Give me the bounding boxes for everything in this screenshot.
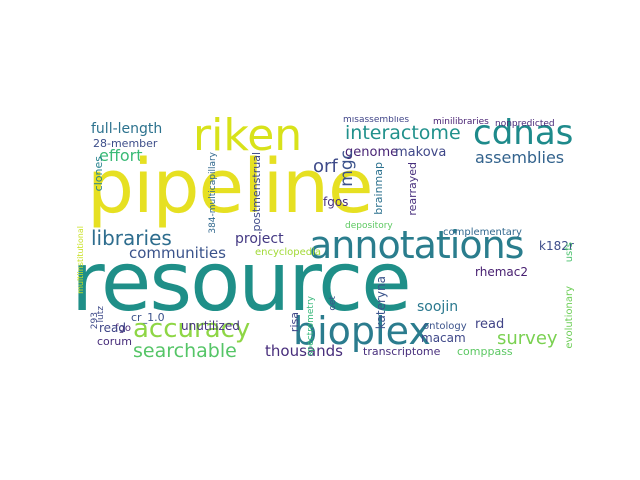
word-corum-visible: corum — [97, 335, 132, 348]
word-full-length: full-length — [91, 121, 163, 137]
word-pipeline: pipeline — [87, 144, 374, 230]
word-resource: resource — [77, 235, 412, 330]
word-genome: genome — [345, 145, 399, 160]
word-effort-h: effort — [99, 146, 143, 165]
word-k182r: k182r — [539, 239, 574, 253]
word-interactome: interactome — [345, 122, 461, 144]
word-rhemac2: rhemac2 — [475, 265, 528, 279]
word-293: 293 — [90, 312, 100, 330]
word-accuracy: accuracy — [133, 314, 251, 344]
word-project: project — [235, 231, 284, 247]
word-mgc-v: mgc — [337, 150, 357, 187]
word-brainmap: brainmap — [372, 162, 385, 215]
word-transcriptome: transcriptome — [363, 345, 441, 358]
word-cdnas: cdnas — [473, 116, 574, 153]
word-misassemblies: misassemblies — [343, 116, 410, 125]
word-database: read — [475, 317, 505, 332]
word-postmenstrual: postmenstrual — [250, 152, 263, 232]
word-multiinstitutional: multiinstitutional — [77, 226, 85, 294]
word-cloud: full-length 28-member effort riken pipel… — [77, 116, 578, 366]
word-usfs: usfs — [564, 242, 575, 263]
word-risa: risa — [288, 312, 301, 333]
word-minilibraries: minilibraries — [433, 117, 489, 127]
word-depository: depository — [345, 221, 393, 231]
word-annotations: annotations — [309, 223, 524, 267]
word-28-member: 28-member — [93, 137, 158, 150]
word-survey: survey — [497, 328, 558, 349]
word-rearrayed: rearrayed — [406, 162, 419, 216]
word-fgo: fgo — [115, 323, 131, 334]
word-kateryna: kateryna — [374, 276, 388, 330]
word-orf: orf — [313, 156, 338, 177]
word-assemblies: assemblies — [475, 148, 565, 167]
word-comppass: comppass — [457, 345, 513, 358]
word-searchable: searchable — [133, 340, 237, 362]
word-read: read — [99, 321, 127, 335]
word-encyclopedia: encyclopedia — [255, 247, 322, 258]
word-evolutionary: evolutionary — [564, 286, 575, 349]
word-complementary: complementary — [443, 227, 522, 238]
word-384-multicapillary: 384-multicapillary — [208, 152, 218, 234]
word-riken: riken — [193, 116, 303, 161]
word-unutilized: unutilized — [181, 319, 240, 333]
word-soojin: soojin — [417, 299, 459, 315]
word-communities: communities — [129, 244, 226, 262]
word-nonpredicted: nonpredicted — [495, 119, 555, 129]
word-oet: oet — [328, 296, 338, 311]
word-fgos: fgos — [323, 195, 349, 209]
word-ontology: ontology — [423, 321, 467, 332]
word-cr_1.0: cr_1.0 — [131, 311, 165, 324]
word-thousands: thousands — [265, 342, 343, 360]
word-spectrometry: spectrometry — [306, 296, 316, 357]
word-makova: makova — [395, 145, 447, 160]
word-clones: clones — [92, 156, 105, 192]
word-macam: macam — [421, 331, 466, 345]
word-bioplex: bioplex — [293, 309, 431, 353]
word-libraries: libraries — [91, 226, 172, 250]
